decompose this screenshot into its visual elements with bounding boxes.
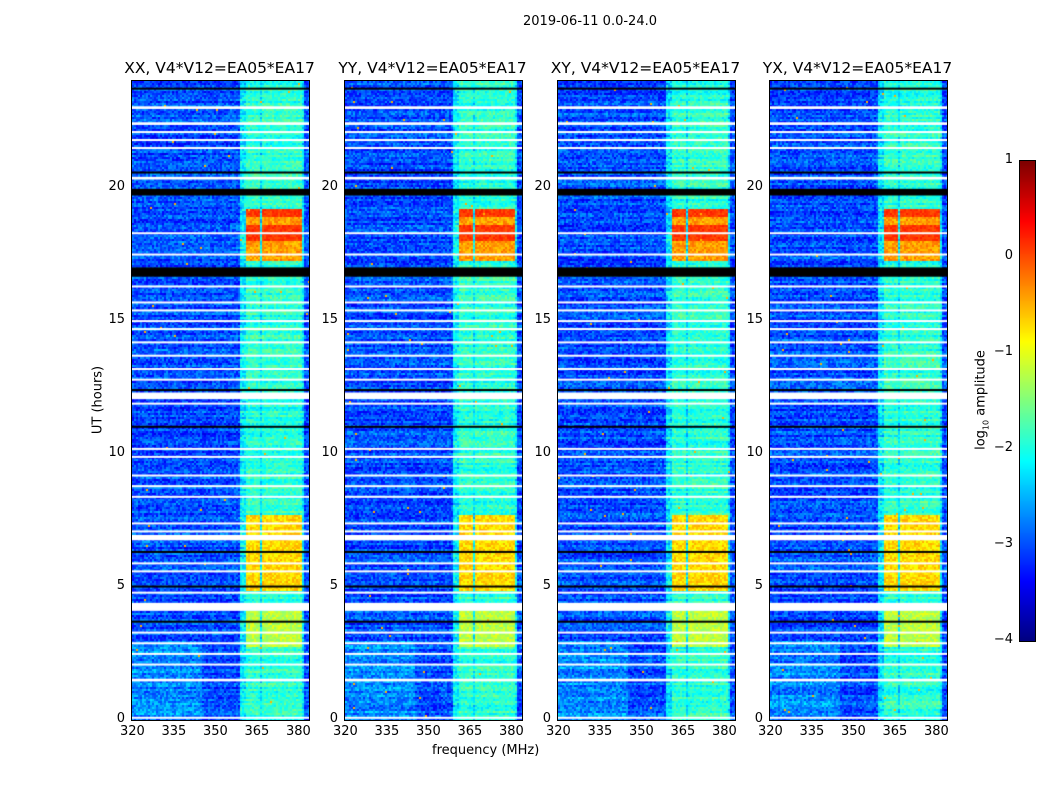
x-tick-label: 380 (498, 724, 524, 739)
y-tick-label: 0 (329, 711, 338, 726)
colorbar-tick-label: −1 (993, 344, 1013, 359)
x-tick-label: 335 (161, 724, 187, 739)
heatmap-image (558, 81, 735, 720)
y-tick-label: 5 (754, 577, 763, 593)
x-tick-label: 320 (333, 724, 358, 739)
panel-title: XX, V4*V12=EA05*EA17 (124, 59, 315, 77)
y-tick-label: 15 (321, 311, 338, 327)
colorbar-tick-label: −4 (993, 632, 1013, 647)
colorbar-tick-label: 1 (1004, 152, 1013, 167)
y-tick-label: 20 (534, 178, 551, 194)
x-tick-label: 320 (120, 724, 145, 739)
x-tick-label: 380 (285, 724, 311, 739)
panel-title: YX, V4*V12=EA05*EA17 (762, 59, 953, 77)
heatmap-panel (557, 80, 736, 721)
heatmap-panel (769, 80, 948, 721)
y-tick-label: 20 (108, 178, 125, 194)
heatmap-image (132, 81, 309, 720)
heatmap-image (345, 81, 522, 720)
colorbar-label: log10 amplitude (973, 350, 991, 450)
y-axis-label: UT (hours) (90, 365, 106, 435)
x-tick-label: 380 (923, 724, 949, 739)
y-tick-label: 0 (542, 711, 551, 726)
colorbar-tick-label: −2 (993, 440, 1013, 455)
x-tick-label: 365 (457, 724, 483, 739)
colorbar (1019, 160, 1036, 642)
y-tick-label: 20 (746, 178, 763, 194)
y-tick-label: 10 (108, 444, 125, 460)
y-tick-label: 0 (754, 711, 763, 726)
x-tick-label: 320 (758, 724, 783, 739)
heatmap-panel (344, 80, 523, 721)
x-tick-label: 365 (882, 724, 908, 739)
heatmap-image (770, 81, 947, 720)
y-tick-label: 0 (116, 711, 125, 726)
x-tick-label: 365 (244, 724, 270, 739)
y-tick-label: 20 (321, 178, 338, 194)
colorbar-tick-label: −3 (993, 536, 1013, 551)
y-tick-label: 15 (108, 311, 125, 327)
x-tick-label: 320 (546, 724, 571, 739)
panel-title: YY, V4*V12=EA05*EA17 (338, 59, 527, 77)
x-tick-label: 350 (840, 724, 866, 739)
x-tick-label: 380 (711, 724, 737, 739)
y-tick-label: 10 (746, 444, 763, 460)
colorbar-gradient (1020, 161, 1035, 641)
y-tick-label: 15 (534, 311, 551, 327)
x-tick-label: 350 (628, 724, 654, 739)
panel-title: XY, V4*V12=EA05*EA17 (550, 59, 741, 77)
x-tick-label: 350 (415, 724, 441, 739)
colorbar-tick-label: 0 (1004, 248, 1013, 263)
x-axis-label: frequency (MHz) (432, 743, 540, 758)
x-tick-label: 335 (587, 724, 613, 739)
y-tick-label: 5 (542, 577, 551, 593)
x-tick-label: 335 (374, 724, 400, 739)
figure-title: 2019-06-11 0.0-24.0 (523, 14, 657, 29)
x-tick-label: 365 (670, 724, 696, 739)
y-tick-label: 5 (329, 577, 338, 593)
y-tick-label: 15 (746, 311, 763, 327)
x-tick-label: 335 (799, 724, 825, 739)
heatmap-panel (131, 80, 310, 721)
y-tick-label: 10 (534, 444, 551, 460)
y-tick-label: 10 (321, 444, 338, 460)
x-tick-label: 350 (202, 724, 228, 739)
y-tick-label: 5 (116, 577, 125, 593)
